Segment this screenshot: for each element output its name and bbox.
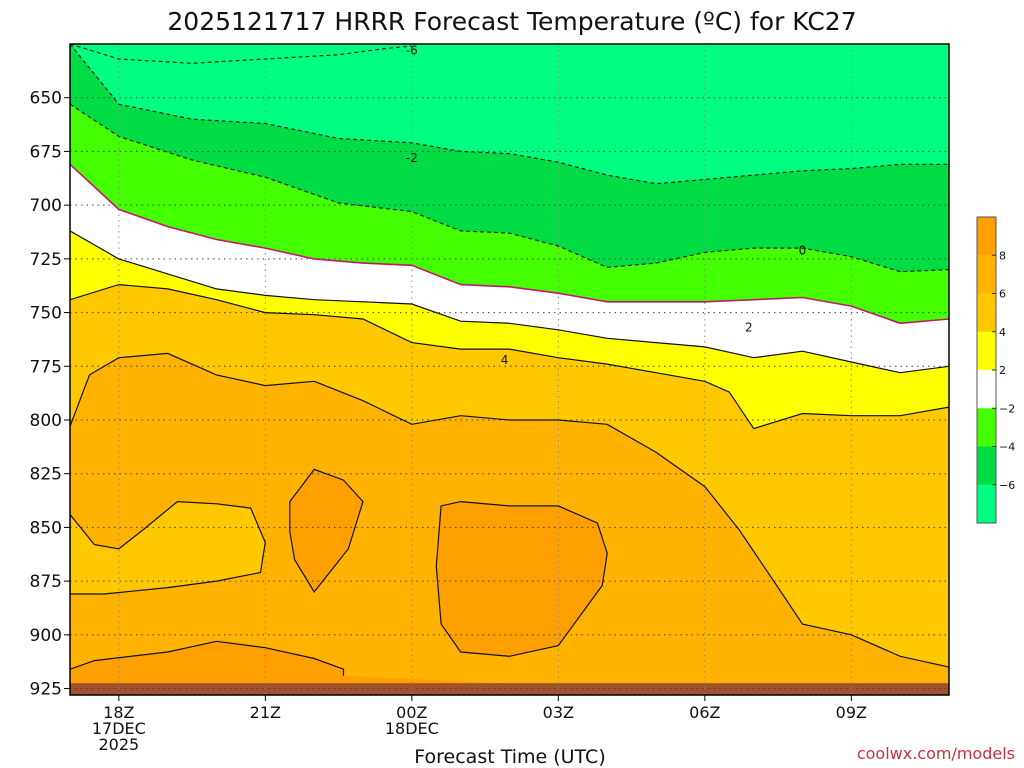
y-tick-label: 875 (30, 572, 62, 592)
colorbar-swatch (977, 446, 996, 486)
temperature-band (70, 501, 266, 594)
colorbar-tick-label: 2 (999, 364, 1006, 377)
contour-line (70, 283, 949, 430)
y-tick-label: 900 (30, 626, 62, 646)
colorbar-swatch (977, 484, 996, 524)
colorbar-swatch (977, 255, 996, 294)
ground-strip (70, 683, 949, 695)
y-tick-label: 850 (30, 518, 62, 538)
colorbar-tick-label: 4 (999, 326, 1006, 339)
contour-line (70, 44, 949, 185)
x-tick-label: 2025 (98, 735, 139, 754)
y-tick-label: 650 (30, 89, 62, 109)
temperature-band (436, 501, 608, 657)
colorbar: 8 6 4 2 −2 −4 −6 (976, 216, 1015, 524)
contour-line (70, 230, 949, 374)
chart-title: 2025121717 HRRR Forecast Temperature (ºC… (167, 7, 856, 36)
plot-area: -6 -2 0 2 4 (70, 43, 949, 695)
contour-line (70, 640, 345, 676)
x-tick-label: 06Z (689, 703, 720, 722)
x-tick-label: 03Z (543, 703, 574, 722)
credit-text: coolwx.com/models (857, 744, 1015, 763)
colorbar-tick-label: −4 (999, 441, 1015, 454)
contour-label: -6 (406, 43, 418, 57)
y-tick-label: 775 (30, 357, 62, 377)
colorbar-tick-label: 8 (999, 249, 1006, 262)
plot-frame (69, 43, 950, 696)
contour-line (289, 468, 364, 593)
y-tick-label: 675 (30, 142, 62, 162)
colorbar-swatch (977, 331, 996, 371)
x-axis-label: Forecast Time (UTC) (414, 746, 605, 768)
x-tick-label: 17DEC (92, 719, 146, 738)
x-tick-label: 21Z (250, 703, 281, 722)
contour-line (70, 103, 949, 273)
y-tick-label: 925 (30, 680, 62, 700)
colorbar-tick-label: −2 (999, 402, 1015, 415)
y-tick-label: 800 (30, 411, 62, 431)
contour-label: 0 (799, 243, 807, 257)
temperature-band (70, 641, 743, 695)
y-tick-label: 750 (30, 304, 62, 324)
contour-label: 2 (745, 321, 753, 335)
x-tick-label: 09Z (836, 703, 867, 722)
colorbar-swatch (977, 370, 996, 409)
colorbar-tick-label: 6 (999, 288, 1006, 301)
y-tick-label: 825 (30, 465, 62, 485)
temperature-band (289, 469, 363, 592)
contour-line (70, 500, 266, 595)
x-tick-label: 00Z (396, 703, 427, 722)
contour-line (70, 352, 949, 668)
colorbar-swatch (977, 408, 996, 447)
contour-line (435, 500, 608, 657)
contour-label: -2 (406, 151, 418, 165)
y-tick-label: 725 (30, 250, 62, 270)
y-axis: 650 675 700 725 750 775 800 825 850 875 900 925 (30, 89, 70, 700)
colorbar-swatch (977, 217, 996, 256)
contour-line (70, 44, 412, 64)
colorbar-tick-label: −6 (999, 479, 1015, 492)
y-tick-label: 700 (30, 196, 62, 216)
contour-label: 4 (501, 353, 509, 367)
x-tick-label: 18DEC (385, 719, 439, 738)
contour-line (70, 163, 949, 325)
colorbar-swatch (977, 293, 996, 333)
x-tick-label: 18Z (103, 703, 134, 722)
